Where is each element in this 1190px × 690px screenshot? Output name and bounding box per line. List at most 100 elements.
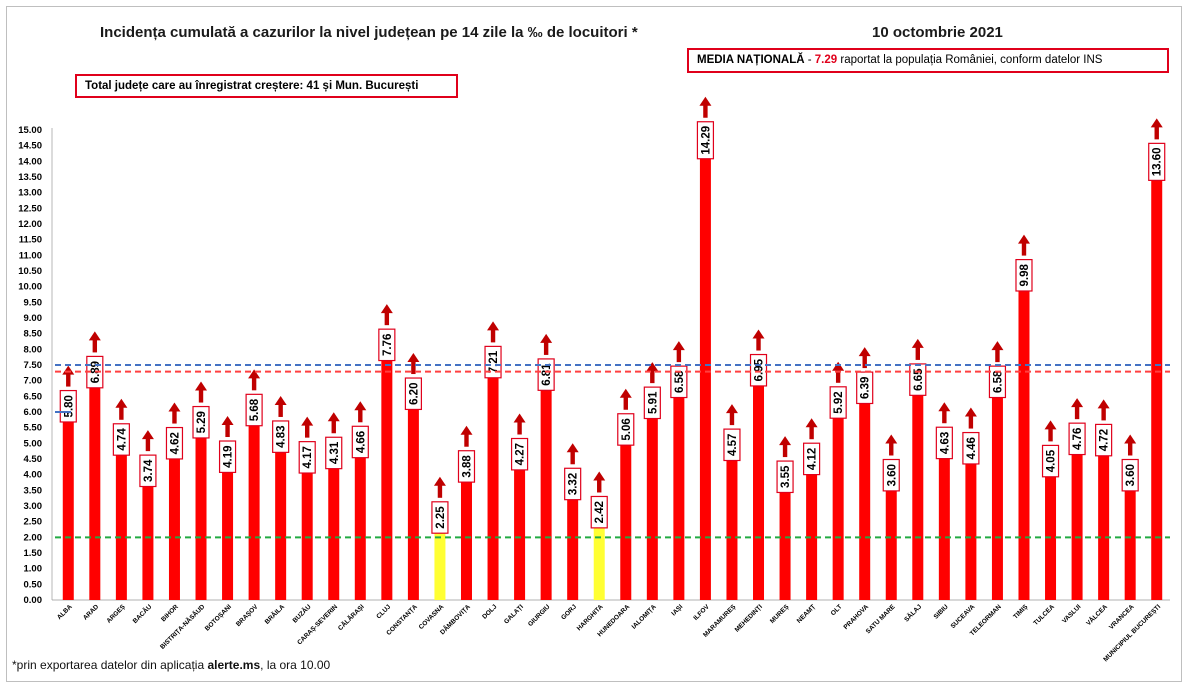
y-tick-label: 4.50: [24, 454, 43, 465]
data-label: 6.58: [988, 365, 1007, 399]
up-arrow-icon: [1044, 420, 1057, 442]
data-label-text: 5.91: [647, 391, 659, 414]
data-label: 5.29: [192, 405, 210, 439]
data-label-text: 6.95: [754, 358, 766, 381]
x-tick-label: VÂLCEA: [1084, 602, 1109, 627]
data-label: 4.72: [1095, 423, 1113, 457]
bar: [195, 434, 207, 600]
up-arrow-icon: [88, 331, 101, 353]
bar: [381, 356, 393, 600]
data-label: 4.57: [723, 428, 741, 462]
up-arrow-icon: [513, 413, 526, 435]
data-label-box: [378, 328, 396, 362]
y-tick-label: 15.00: [18, 125, 42, 136]
data-label-box: [245, 393, 263, 427]
up-arrow-icon: [487, 321, 500, 343]
data-label: 3.60: [882, 458, 900, 492]
bar: [593, 524, 605, 600]
y-tick-label: 0.00: [24, 595, 43, 606]
data-label-box: [510, 437, 529, 471]
bar: [912, 391, 924, 600]
bar: [1098, 452, 1110, 600]
data-label-text: 14.29: [700, 126, 712, 155]
bar: [646, 414, 658, 600]
up-arrow-icon: [832, 361, 845, 383]
x-tick-label: COVASNA: [418, 603, 446, 631]
up-arrow-icon: [540, 333, 553, 355]
data-label: 5.80: [59, 389, 77, 423]
data-label-text: 7.21: [488, 350, 500, 373]
footnote-app: alerte.ms: [207, 658, 261, 672]
national-average-value: 7.29: [814, 54, 838, 66]
bar: [248, 422, 260, 600]
data-label-box: [1121, 458, 1139, 492]
up-arrow-icon: [1124, 434, 1137, 456]
data-label-text: 4.46: [966, 437, 978, 459]
up-arrow-icon: [301, 416, 314, 438]
data-label-text: 4.74: [116, 428, 128, 451]
national-average-box: MEDIA NAȚIONALĂ - 7.29 raportat la popul…: [687, 48, 1169, 73]
up-arrow-icon: [566, 443, 579, 465]
x-tick-label: OLT: [830, 603, 844, 617]
data-label-text: 6.20: [408, 383, 420, 405]
data-label: 4.17: [298, 441, 316, 474]
data-label-text: 2.25: [435, 506, 447, 529]
data-label-text: 4.57: [727, 434, 739, 456]
data-label-text: 5.29: [196, 411, 208, 433]
x-tick-label: GALAȚI: [503, 603, 525, 625]
bar: [301, 469, 313, 600]
x-tick-label: BACĂU: [130, 602, 153, 625]
x-tick-label: BUZĂU: [290, 602, 313, 625]
y-tick-label: 11.50: [19, 235, 42, 246]
data-label-box: [564, 467, 582, 501]
increase-note-box: Total județe care au înregistrat creșter…: [75, 74, 458, 98]
x-tick-label: TIMIȘ: [1012, 603, 1030, 621]
data-label-text: 6.65: [913, 368, 925, 391]
data-label-text: 6.39: [860, 377, 872, 399]
y-tick-label: 11.00: [19, 250, 42, 261]
data-label: 7.76: [378, 328, 396, 362]
data-label-box: [431, 501, 449, 534]
up-arrow-icon: [407, 353, 420, 375]
bar: [699, 152, 711, 600]
y-tick-label: 8.50: [24, 329, 43, 340]
x-tick-label: ALBA: [56, 603, 74, 621]
footnote: *prin exportarea datelor din aplicația a…: [12, 658, 330, 672]
up-arrow-icon: [354, 401, 367, 423]
up-arrow-icon: [1097, 399, 1110, 421]
y-tick-label: 5.50: [24, 423, 43, 434]
data-label-box: [617, 413, 635, 446]
bar: [222, 468, 234, 600]
footnote-suffix: , la ora 10.00: [260, 658, 331, 672]
data-label-box: [272, 420, 290, 453]
bar: [885, 487, 897, 600]
footnote-prefix: *prin exportarea datelor din aplicația: [12, 658, 208, 672]
bar: [832, 414, 844, 600]
national-average-dash: -: [804, 54, 815, 66]
bar: [434, 529, 446, 600]
x-tick-label: SĂLAJ: [902, 602, 924, 624]
data-label: 14.29: [696, 121, 715, 160]
data-label-box: [165, 426, 184, 460]
up-arrow-icon: [593, 471, 606, 493]
x-tick-label: VRANCEA: [1108, 603, 1136, 631]
data-label-text: 2.42: [594, 501, 606, 523]
data-label: 5.68: [245, 393, 263, 427]
bar: [620, 441, 632, 600]
data-label: 6.81: [537, 358, 555, 391]
x-tick-label: CĂLĂRAȘI: [336, 602, 366, 632]
data-label-box: [404, 377, 422, 411]
x-tick-label: VASLUI: [1061, 603, 1083, 625]
y-tick-label: 9.50: [24, 297, 43, 308]
national-average-text: raportat la populația României, conform …: [837, 54, 1103, 66]
data-label-text: 3.60: [1125, 464, 1137, 486]
data-label-text: 4.62: [169, 432, 181, 454]
data-label: 3.60: [1121, 458, 1139, 492]
x-tick-label: TULCEA: [1032, 603, 1056, 627]
y-tick-label: 6.50: [24, 391, 43, 402]
data-label-box: [776, 460, 794, 494]
data-label-box: [218, 440, 237, 474]
data-label-text: 4.66: [355, 431, 367, 453]
data-label-box: [935, 426, 953, 460]
data-label-text: 7.76: [382, 334, 394, 356]
